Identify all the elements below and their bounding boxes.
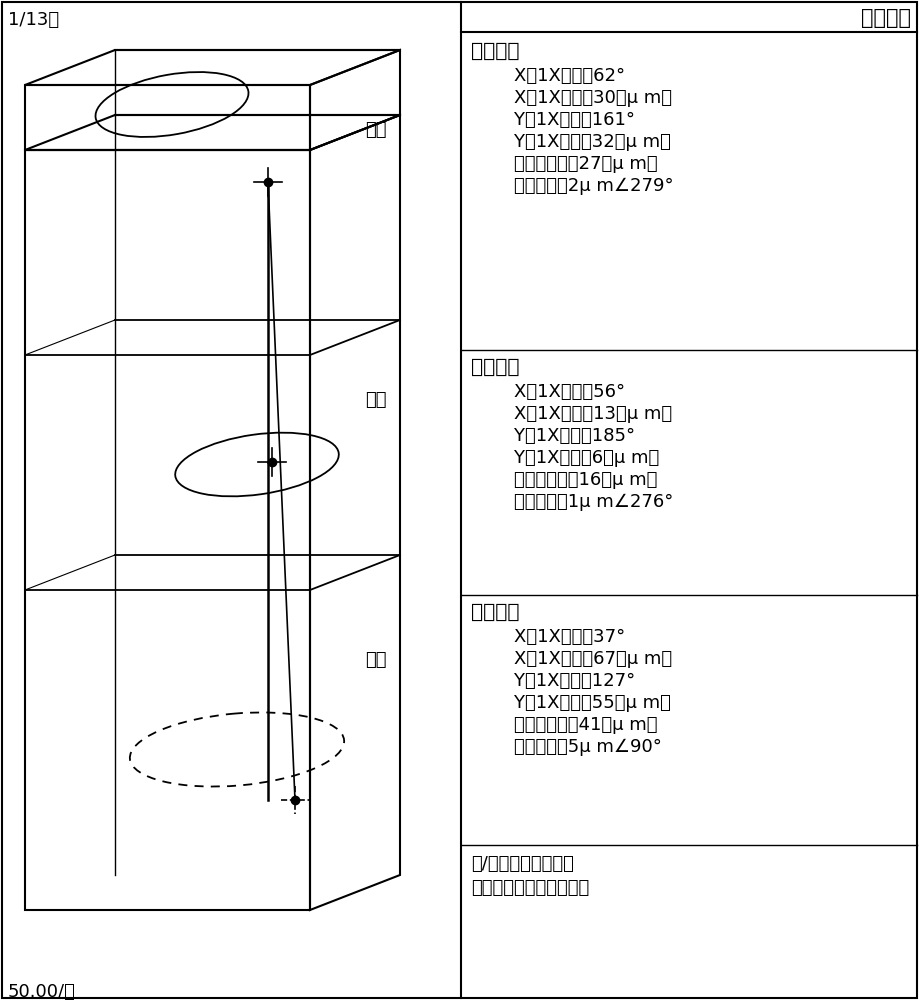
Text: 水导信息: 水导信息 — [471, 603, 520, 622]
Text: Y向1X相位：185°: Y向1X相位：185° — [492, 427, 635, 445]
Text: 轴心偏移：5μ m∠90°: 轴心偏移：5μ m∠90° — [492, 738, 663, 756]
Text: X向1X幅值：30（μ m）: X向1X幅值：30（μ m） — [492, 89, 673, 107]
Text: 上导信息: 上导信息 — [471, 42, 520, 61]
Text: 1/13周: 1/13周 — [8, 11, 59, 29]
Text: Y向1X相位：127°: Y向1X相位：127° — [492, 672, 636, 690]
Text: Y向1X幅值：32（μ m）: Y向1X幅值：32（μ m） — [492, 133, 671, 151]
Text: 下导信息: 下导信息 — [471, 358, 520, 377]
Text: Y向1X相位：161°: Y向1X相位：161° — [492, 111, 635, 129]
Text: X向1X相位：62°: X向1X相位：62° — [492, 67, 626, 85]
Text: Y向1X幅值：6（μ m）: Y向1X幅值：6（μ m） — [492, 449, 660, 467]
Text: 50.00/格: 50.00/格 — [8, 983, 76, 1000]
Text: 上导: 上导 — [365, 121, 387, 139]
Text: Y向1X幅值：55（μ m）: Y向1X幅值：55（μ m） — [492, 694, 671, 712]
Text: 水导: 水导 — [365, 651, 387, 669]
Text: X向1X幅值：67（μ m）: X向1X幅值：67（μ m） — [492, 650, 673, 668]
Text: 瞬时直线度：16（μ m）: 瞬时直线度：16（μ m） — [492, 471, 658, 489]
Text: 轴心偏移：1μ m∠276°: 轴心偏移：1μ m∠276° — [492, 493, 674, 511]
Text: 失/超重角弯曲角定义: 失/超重角弯曲角定义 — [471, 855, 574, 873]
Text: 瞬时直线度：41（μ m）: 瞬时直线度：41（μ m） — [492, 716, 658, 734]
Text: X向1X相位：37°: X向1X相位：37° — [492, 628, 626, 646]
Text: 轴心偏移：2μ m∠279°: 轴心偏移：2μ m∠279° — [492, 177, 674, 195]
Text: 下导: 下导 — [365, 391, 387, 409]
Text: X向1X相位：56°: X向1X相位：56° — [492, 383, 626, 401]
Text: 瞬时直线度：27（μ m）: 瞬时直线度：27（μ m） — [492, 155, 658, 173]
Text: 从键相开始沿逆时针计算: 从键相开始沿逆时针计算 — [471, 879, 590, 897]
Text: X向1X幅值：13（μ m）: X向1X幅值：13（μ m） — [492, 405, 673, 423]
Text: 单周轨迹: 单周轨迹 — [861, 8, 911, 28]
